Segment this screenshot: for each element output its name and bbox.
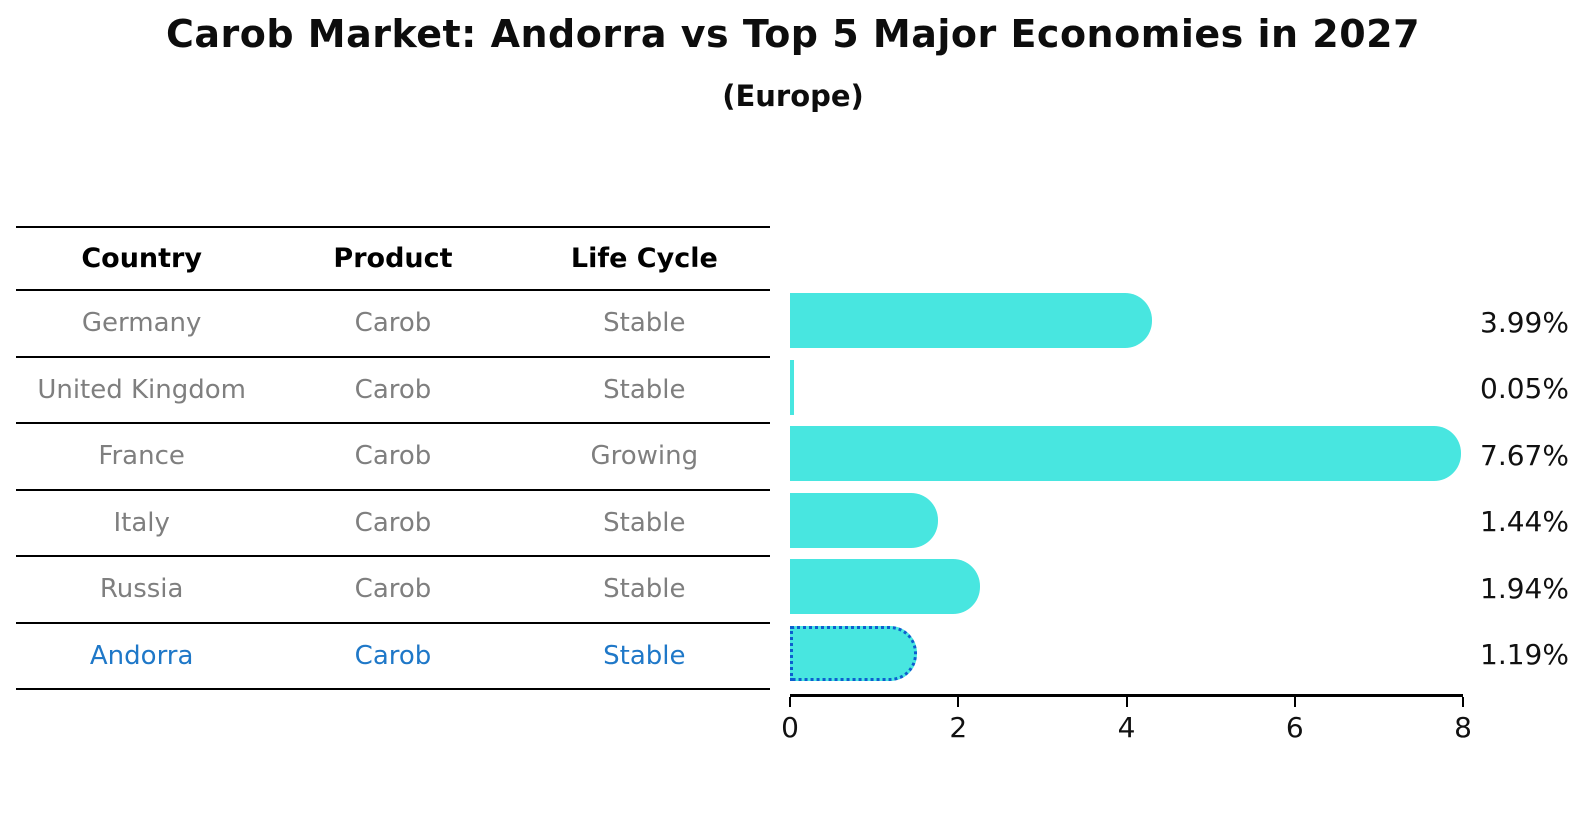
chart-subtitle: (Europe)	[722, 79, 864, 113]
cell-life-cycle: Stable	[603, 640, 686, 671]
x-tick-label: 8	[1454, 711, 1472, 744]
comparison-table: Country Product Life Cycle Germany Carob…	[16, 226, 770, 690]
cell-life-cycle: Growing	[590, 441, 699, 472]
table-row-russia: Russia Carob Stable	[16, 557, 770, 624]
cell-life-cycle: Stable	[603, 308, 686, 339]
value-label-russia: 1.94%	[1480, 571, 1569, 605]
bar-row	[790, 422, 1462, 489]
value-label-germany: 3.99%	[1480, 305, 1569, 339]
cell-product: Carob	[354, 441, 432, 472]
cell-product: Carob	[354, 640, 432, 671]
x-tick-mark	[1293, 697, 1296, 707]
table-header-product: Product	[333, 243, 453, 274]
cell-product: Carob	[354, 374, 432, 405]
bar-row	[790, 289, 1462, 356]
x-tick-mark	[1125, 697, 1128, 707]
cell-product: Carob	[354, 507, 432, 538]
bar-row	[790, 489, 1462, 556]
value-label-italy: 1.44%	[1480, 505, 1569, 539]
cell-country: France	[98, 441, 185, 472]
table-row-france: France Carob Growing	[16, 424, 770, 491]
x-axis: 0 2 4 6 8	[781, 694, 1472, 744]
cell-product: Carob	[354, 308, 432, 339]
table-row-united-kingdom: United Kingdom Carob Stable	[16, 358, 770, 424]
value-label-united-kingdom: 0.05%	[1480, 372, 1569, 406]
value-label-france: 7.67%	[1480, 438, 1569, 472]
bar-chart-plot-area	[790, 289, 1462, 688]
bar-russia	[790, 559, 980, 614]
cell-country: Andorra	[89, 640, 194, 671]
cell-life-cycle: Stable	[603, 374, 686, 405]
cell-life-cycle: Stable	[603, 574, 686, 605]
cell-life-cycle: Stable	[603, 507, 686, 538]
cell-country: Russia	[99, 574, 184, 605]
x-tick-mark	[1462, 697, 1464, 707]
cell-country: Italy	[113, 507, 170, 538]
table-header-country: Country	[81, 243, 202, 274]
bar-row	[790, 622, 1462, 689]
cell-country: Germany	[81, 308, 202, 339]
bar-germany	[790, 293, 1153, 348]
bar-italy	[790, 492, 938, 548]
bar-row	[790, 555, 1462, 622]
chart-title: Carob Market: Andorra vs Top 5 Major Eco…	[165, 12, 1421, 56]
table-header-row: Country Product Life Cycle	[16, 228, 770, 291]
bar-united-kingdom	[790, 359, 795, 415]
table-row-andorra: Andorra Carob Stable	[16, 624, 770, 690]
x-tick-mark	[789, 697, 791, 707]
bar-france	[790, 426, 1462, 481]
cell-country: United Kingdom	[37, 374, 246, 405]
x-tick-label: 2	[949, 711, 968, 744]
table-row-italy: Italy Carob Stable	[16, 491, 770, 557]
x-tick-label: 0	[781, 711, 799, 744]
x-tick-label: 6	[1285, 711, 1304, 744]
bar-row	[790, 356, 1462, 423]
cell-product: Carob	[354, 574, 432, 605]
table-header-life-cycle: Life Cycle	[570, 243, 718, 274]
bar-andorra	[790, 625, 917, 681]
table-row-germany: Germany Carob Stable	[16, 291, 770, 358]
value-label-andorra: 1.19%	[1480, 638, 1569, 672]
x-tick-mark	[957, 697, 960, 707]
value-label-column: 3.99% 0.05% 7.67% 1.44% 1.94% 1.19%	[1480, 289, 1584, 688]
x-tick-label: 4	[1117, 711, 1136, 744]
